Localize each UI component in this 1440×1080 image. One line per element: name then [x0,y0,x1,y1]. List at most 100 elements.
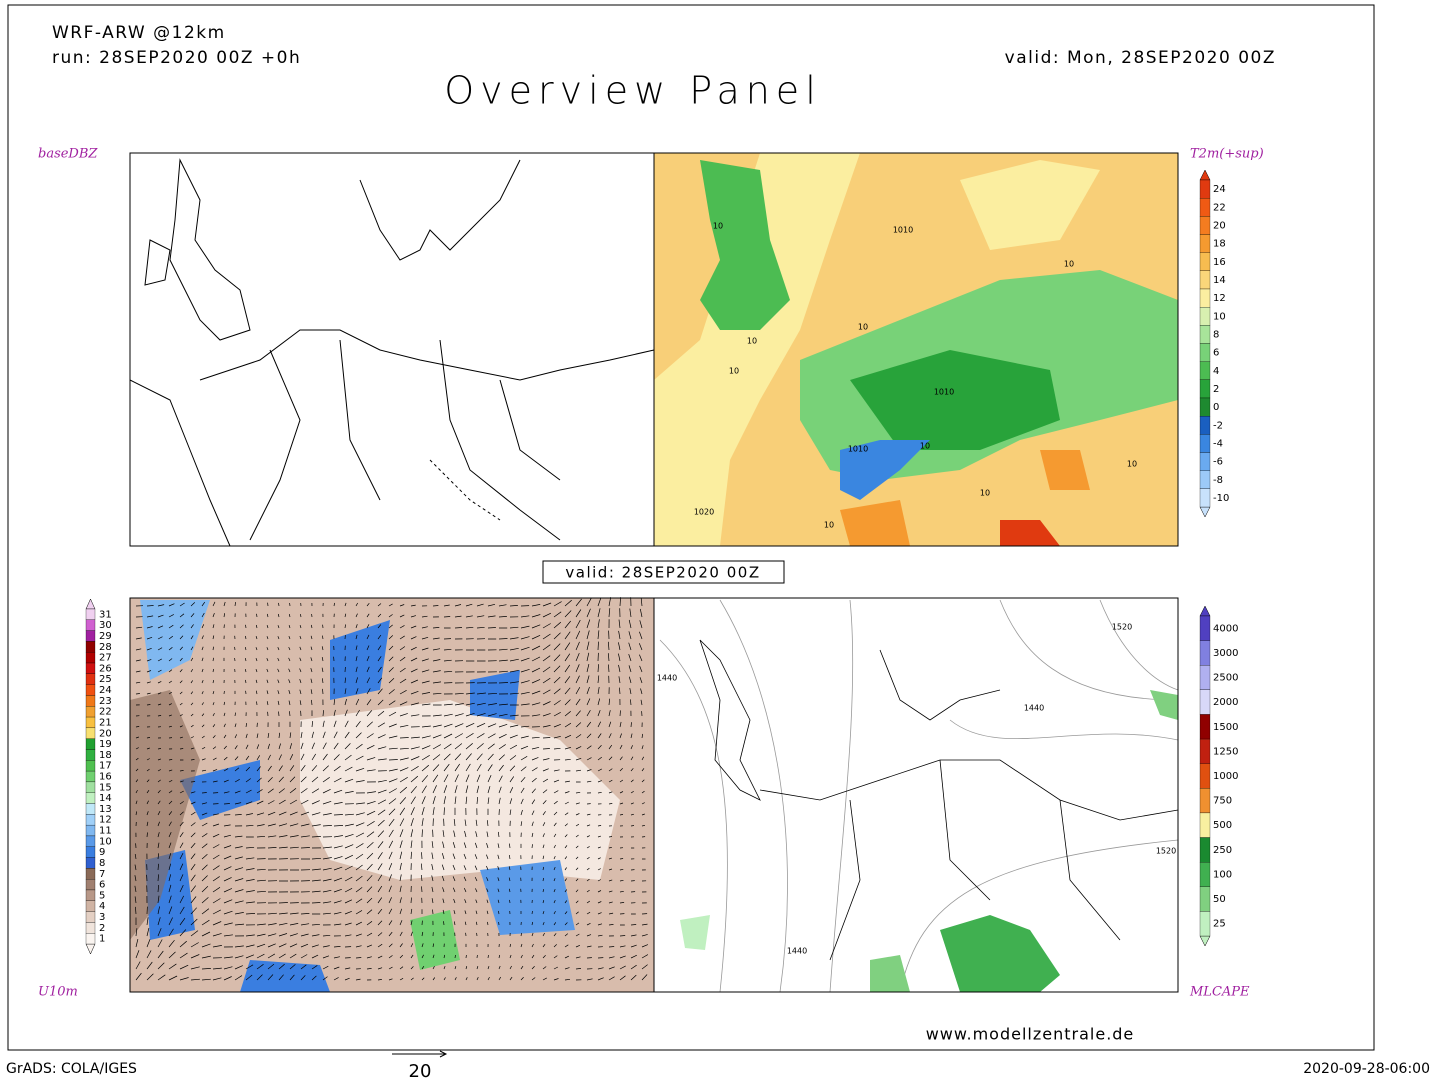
contour-label: 10 [920,442,930,451]
colorbar-segment [1199,434,1211,453]
contour-label: 10 [713,222,723,231]
colorbar-label: 14 [1213,275,1226,286]
title: Overview Panel [444,69,822,113]
colorbar-segment [85,889,96,901]
colorbar-segment [1199,361,1211,380]
timestamp: 2020-09-28-06:00 [1303,1061,1430,1077]
colorbar-segment [85,803,96,815]
colorbar-label: 24 [99,685,112,696]
colorbar-segment [1199,470,1211,489]
contour-label: 1010 [893,226,913,235]
colorbar-segment [85,738,96,750]
map-t2m [653,152,1179,547]
colorbar-label: 22 [99,707,112,718]
colorbar-label: 100 [1213,869,1232,880]
contour-label: 10 [824,521,834,530]
colorbar-label: 1500 [1213,722,1238,733]
colorbar-segment [1199,397,1211,417]
colorbar-label: -2 [1213,420,1223,431]
panel-label: T2m(+sup) [1190,147,1264,162]
colorbar-segment [1199,837,1211,863]
colorbar-cap [1199,935,1211,947]
colorbar-segment [85,868,96,880]
valid-box-text: valid: 28SEP2020 00Z [565,564,760,582]
contour-label: 10 [1127,460,1137,469]
colorbar-segment [1199,234,1211,253]
colorbar-segment [85,716,96,729]
colorbar-label: 14 [99,793,112,804]
run: run: 28SEP2020 00Z +0h [52,48,301,68]
colorbar-label: 16 [99,772,112,783]
colorbar-label: 1000 [1213,771,1238,782]
colorbar-label: -6 [1213,457,1223,468]
colorbar-segment [85,619,96,631]
colorbar-segment [85,652,96,664]
map-cape [653,597,1179,993]
colorbar-label: 25 [1213,919,1226,930]
colorbar-segment [1199,911,1211,937]
colorbar-label: 28 [99,642,112,653]
colorbar-label: 13 [99,804,112,815]
colorbars: 242220181614121086420-2-4-6-8-1031302928… [85,169,1238,955]
colorbar-segment [85,922,96,934]
colorbar-label: 27 [99,653,112,664]
colorbar-label: 22 [1213,202,1226,213]
colorbar-label: 16 [1213,257,1226,268]
contour-label: 1440 [1024,704,1044,713]
colorbar-segment [85,641,96,653]
colorbar-segment [1199,252,1211,271]
colorbar-segment [85,770,96,783]
contour-label: 10 [729,367,739,376]
colorbar-label: 8 [1213,329,1219,340]
valid-box [542,560,785,584]
colorbar-label: 1250 [1213,746,1238,757]
colorbar-segment [1199,198,1211,217]
colorbar-label: 19 [99,739,112,750]
colorbar-label: 30 [99,620,112,631]
colorbar-segment [1199,640,1211,666]
colorbar-label: 750 [1213,796,1232,807]
colorbar-label: 17 [99,761,112,772]
colorbar-segment [85,727,96,739]
colorbar-label: 8 [99,858,105,869]
colorbar-segment [85,792,96,804]
model: WRF-ARW @12km [52,23,226,43]
colorbar-label: 12 [1213,293,1226,304]
colorbar-label: 10 [99,836,112,847]
colorbar-segment [85,749,96,761]
colorbar-segment [85,781,96,793]
colorbar-segment [1199,216,1211,235]
colorbar-label: 2500 [1213,673,1238,684]
colorbar-label: 250 [1213,845,1232,856]
map-dbz [129,152,655,547]
colorbar-segment [85,608,96,620]
contour-label: 1440 [657,674,677,683]
colorbar-label: 3 [99,912,105,923]
colorbar-label: 5 [99,890,105,901]
contour-label: 1010 [934,388,954,397]
contour-label: 1520 [1156,847,1176,856]
valid: valid: Mon, 28SEP2020 00Z [1005,48,1276,68]
colorbar-segment [1199,325,1211,344]
colorbar-label: 10 [1213,311,1226,322]
colorbar-segment [1199,179,1211,199]
colorbar-segment [1199,886,1211,912]
colorbar-label: 6 [1213,348,1219,359]
colorbar-label: -8 [1213,475,1223,486]
colorbar-label: 18 [1213,239,1226,250]
colorbar-segment [85,933,96,945]
contour-label: 10 [858,323,868,332]
colorbar-label: 21 [99,717,112,728]
colorbar-label: 23 [99,696,112,707]
colorbar-segment [1199,862,1211,887]
contour-label: 10 [980,489,990,498]
colorbar-label: 20 [99,728,112,739]
colorbar-label: 15 [99,782,112,793]
colorbar-segment [1199,452,1211,471]
colorbar-label: 4000 [1213,623,1238,634]
colorbar-segment [1199,615,1211,641]
colorbar-cap [1199,169,1211,181]
colorbar-segment [85,706,96,718]
colorbar-segment [1199,343,1211,362]
